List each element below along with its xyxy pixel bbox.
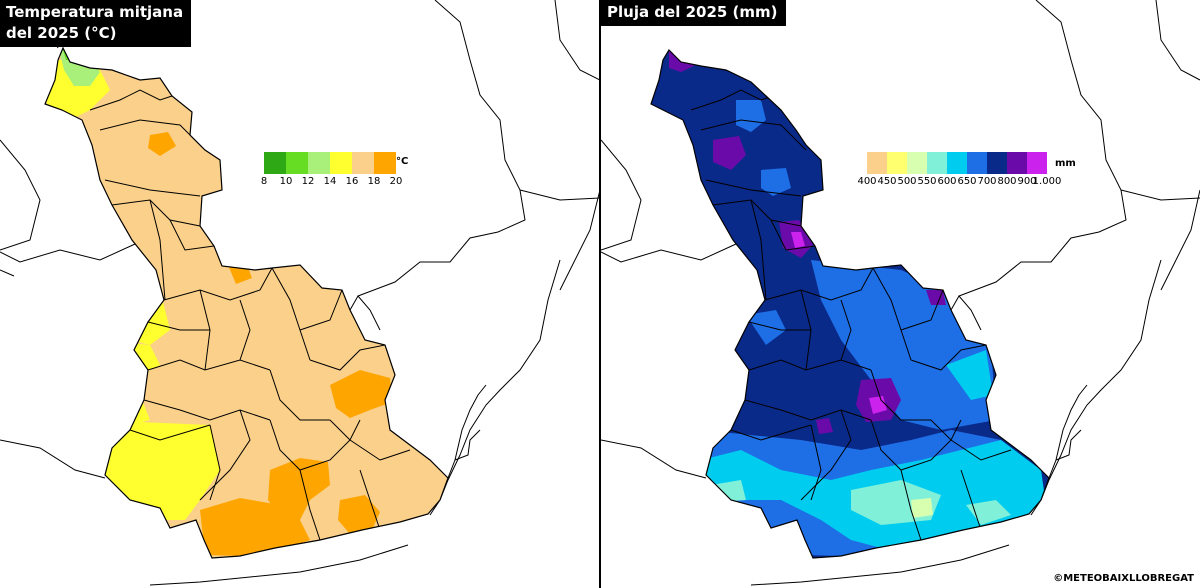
legend-swatch [286, 152, 308, 174]
legend-tick-label: 16 [345, 176, 359, 187]
legend-swatch [887, 152, 907, 174]
legend-tick-label: 700 [977, 176, 997, 187]
legend-tick-label: 1.000 [1032, 176, 1062, 187]
legend-swatch [947, 152, 967, 174]
rainfall-legend-bar [867, 152, 1047, 174]
legend-tick-label: 18 [367, 176, 381, 187]
temperature-title: Temperatura mitjana del 2025 (°C) [0, 0, 192, 47]
legend-swatch [374, 152, 396, 174]
legend-tick-label: 650 [957, 176, 977, 187]
credit-label: ©METEOBAIXLLOBREGAT [1053, 573, 1194, 584]
municipal-borders [690, 89, 1012, 541]
legend-swatch [264, 152, 286, 174]
legend-swatch [1007, 152, 1027, 174]
legend-tick-label: 10 [279, 176, 293, 187]
temperature-unit-label: °C [396, 156, 409, 167]
temperature-legend-ticks: 8 10 12 14 16 18 20 [260, 174, 403, 188]
legend-swatch [867, 152, 887, 174]
region-outline [44, 46, 449, 559]
legend-swatch [967, 152, 987, 174]
region-outline [650, 49, 1050, 559]
rainfall-legend: 400 450 500 550 600 650 700 800 900 1.000 mm [857, 152, 1076, 188]
rainfall-unit-label: mm [1055, 158, 1076, 169]
legend-swatch [308, 152, 330, 174]
temperature-legend: 8 10 12 14 16 18 20 °C [260, 152, 408, 188]
temperature-legend-bar [264, 152, 396, 174]
port-coastline [349, 295, 487, 479]
rainfall-panel: Pluja del 2025 (mm) 400 450 500 550 600 650 70… [601, 0, 1200, 588]
legend-swatch [330, 152, 352, 174]
legend-tick-label: 8 [260, 176, 268, 187]
temperature-regions [45, 48, 448, 558]
background-borders [0, 0, 600, 586]
legend-tick-label: 400 [857, 176, 877, 187]
rainfall-regions [651, 50, 1049, 558]
legend-swatch [927, 152, 947, 174]
legend-swatch [352, 152, 374, 174]
rainfall-map [601, 0, 1200, 586]
legend-tick-label: 14 [323, 176, 337, 187]
port-coastline [950, 295, 1088, 479]
legend-swatch [1027, 152, 1047, 174]
municipal-borders [89, 89, 411, 541]
legend-tick-label: 20 [389, 176, 403, 187]
temperature-panel: Temperatura mitjana del 2025 (°C) 8 10 12 1… [0, 0, 600, 586]
legend-swatch [907, 152, 927, 174]
temperature-map [0, 0, 600, 586]
legend-tick-label: 500 [897, 176, 917, 187]
legend-tick-label: 900 [1017, 176, 1037, 187]
rainfall-title: Pluja del 2025 (mm) [601, 0, 786, 26]
legend-tick-label: 450 [877, 176, 897, 187]
legend-tick-label: 550 [917, 176, 937, 187]
panel-divider [599, 0, 601, 588]
rainfall-legend-ticks: 400 450 500 550 600 650 700 800 900 1.000 [857, 174, 1061, 188]
legend-tick-label: 12 [301, 176, 315, 187]
legend-tick-label: 800 [997, 176, 1017, 187]
legend-swatch [987, 152, 1007, 174]
legend-tick-label: 600 [937, 176, 957, 187]
